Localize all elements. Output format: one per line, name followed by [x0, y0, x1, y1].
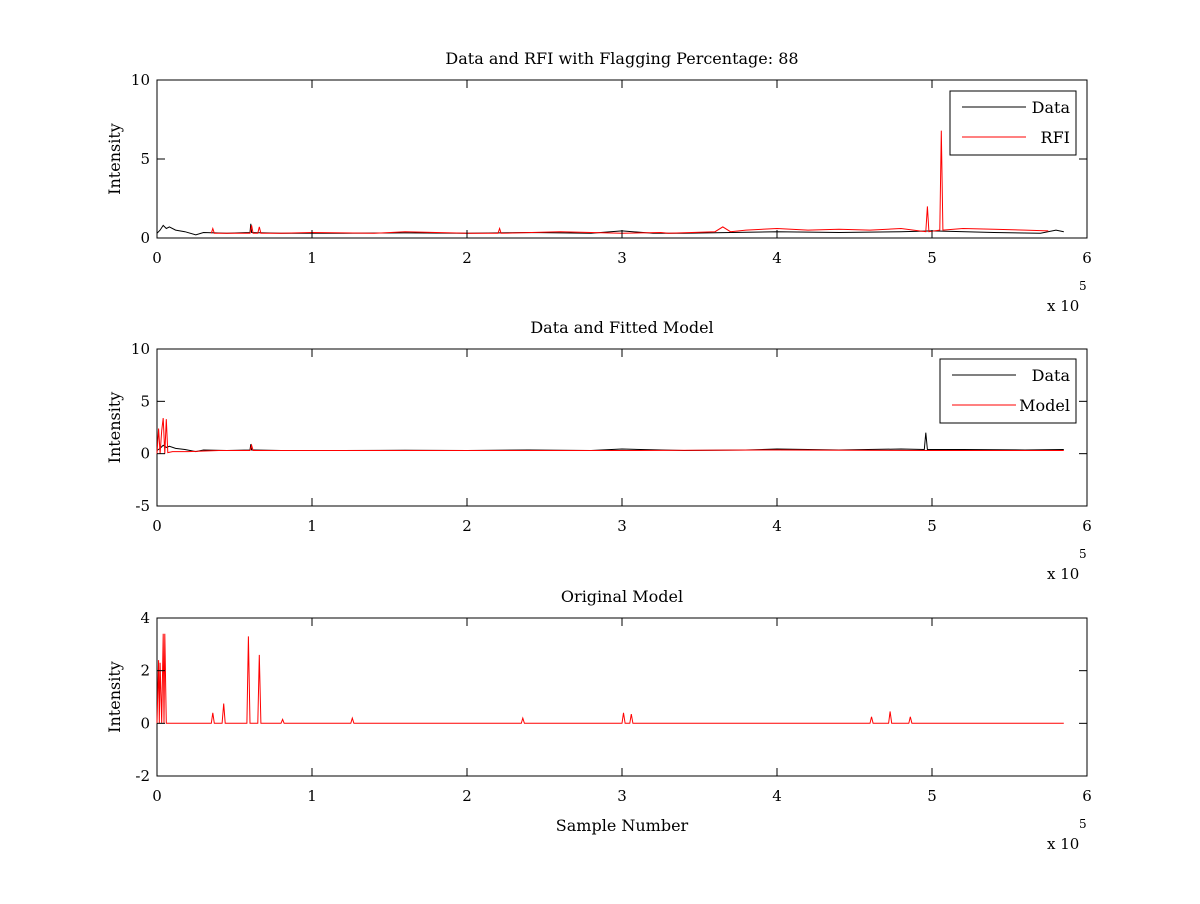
- legend-label: Model: [1019, 396, 1070, 415]
- x-tick-label: 2: [462, 249, 472, 267]
- x-tick-label: 3: [617, 787, 627, 805]
- subplot-title: Data and Fitted Model: [530, 318, 713, 337]
- x-tick-label: 3: [617, 249, 627, 267]
- y-tick-label: 0: [140, 714, 150, 732]
- x-tick-label: 6: [1082, 787, 1092, 805]
- y-tick-label: 5: [140, 150, 150, 168]
- x-tick-label: 5: [927, 249, 937, 267]
- legend-label: Data: [1032, 98, 1071, 117]
- legend: Data Model: [939, 358, 1077, 424]
- x-tick-label: 5: [927, 787, 937, 805]
- legend-label: RFI: [1041, 128, 1070, 147]
- series-line-data: [156, 223, 1064, 236]
- x-tick-label: 4: [772, 787, 782, 805]
- x-tick-label: 0: [152, 517, 162, 535]
- y-tick-label: 2: [140, 662, 150, 680]
- series-line-rfi: [210, 130, 1049, 234]
- x-tick-label: 6: [1082, 517, 1092, 535]
- x-tick-label: 1: [307, 787, 317, 805]
- x-tick-label: 4: [772, 517, 782, 535]
- legend-label: Data: [1032, 366, 1071, 385]
- x-multiplier: x 10: [1047, 565, 1079, 583]
- y-axis-label: Intensity: [105, 123, 124, 195]
- x-multiplier-exponent: 5: [1079, 279, 1087, 293]
- series-line-model: [156, 418, 1064, 454]
- y-tick-label: 0: [140, 445, 150, 463]
- x-tick-label: 0: [152, 249, 162, 267]
- x-multiplier-exponent: 5: [1079, 817, 1087, 831]
- axes-box: [156, 79, 1088, 239]
- x-tick-label: 1: [307, 249, 317, 267]
- x-multiplier-exponent: 5: [1079, 547, 1087, 561]
- x-tick-label: 1: [307, 517, 317, 535]
- x-tick-label: 0: [152, 787, 162, 805]
- y-axis-label: Intensity: [105, 661, 124, 733]
- y-tick-label: 10: [131, 340, 150, 358]
- x-axis-label: Sample Number: [556, 816, 689, 835]
- legend-box: [949, 90, 1077, 156]
- x-tick-label: 5: [927, 517, 937, 535]
- y-axis-label: Intensity: [105, 392, 124, 464]
- y-tick-label: -2: [135, 767, 150, 785]
- y-tick-label: 4: [140, 609, 150, 627]
- axes-box: [156, 617, 1088, 777]
- subplot-title: Data and RFI with Flagging Percentage: 8…: [445, 49, 798, 68]
- y-tick-label: -5: [135, 497, 150, 515]
- x-tick-label: 2: [462, 517, 472, 535]
- x-tick-label: 3: [617, 517, 627, 535]
- x-multiplier: x 10: [1047, 297, 1079, 315]
- x-tick-label: 4: [772, 249, 782, 267]
- x-tick-label: 6: [1082, 249, 1092, 267]
- series-line-model: [156, 633, 1064, 724]
- x-multiplier: x 10: [1047, 835, 1079, 853]
- y-tick-label: 0: [140, 229, 150, 247]
- x-tick-label: 2: [462, 787, 472, 805]
- axes-box: [156, 348, 1088, 507]
- legend: Data RFI: [949, 90, 1077, 156]
- y-tick-label: 10: [131, 71, 150, 89]
- subplot-title: Original Model: [561, 587, 683, 606]
- y-tick-label: 5: [140, 392, 150, 410]
- legend-box: [939, 358, 1077, 424]
